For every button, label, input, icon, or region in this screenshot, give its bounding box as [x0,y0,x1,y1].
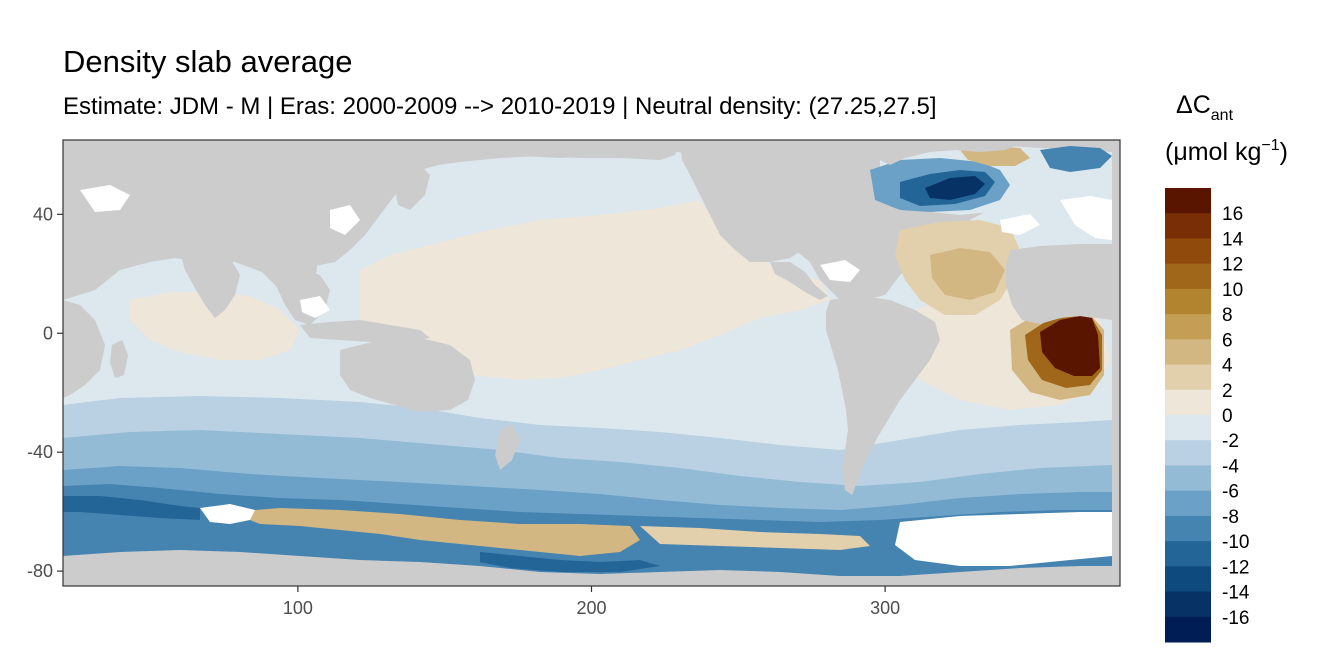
irminger-blue [1040,146,1112,172]
colorbar-tick-label: -4 [1222,456,1239,477]
colorbar-bin [1165,339,1211,366]
land-masses [63,140,1112,586]
southern-band-5 [63,496,200,520]
colorbar-tick-label: 8 [1222,305,1233,326]
colorbar-tick-label: -6 [1222,482,1239,503]
colorbar-tick-label: 10 [1222,280,1243,301]
weddell-missing [895,512,1112,566]
colorbar-bin [1165,188,1211,214]
pacific-warm-field [360,200,830,380]
colorbar-tick-label: 6 [1222,330,1233,351]
map-panel [63,140,1120,586]
x-tick-label: 300 [870,598,900,618]
missing-data [80,185,1112,566]
colorbar-tick-label: 16 [1222,204,1243,225]
arctic-missing-3 [1060,196,1112,240]
colorbar-tick-label: 0 [1222,406,1233,427]
colorbar-legend: ΔCant (μmol kg−1) 16 14 12 10 8 6 4 2 0 -2 -4 -6 -8 -… [1165,91,1288,643]
colorbar-bin [1165,440,1211,466]
ross-sea-blue [480,552,660,572]
colorbar-bin [1165,415,1211,441]
colorbar-bin [1165,364,1211,391]
x-tick-label: 100 [283,598,313,618]
colorbar-tick-label: -14 [1222,583,1250,604]
colorbar-tick-label: -12 [1222,557,1249,578]
colorbar-bins [1165,188,1211,643]
antarctic-shelf-warm-2 [640,526,870,550]
colorbar-bin [1165,314,1211,340]
colorbar-bin [1165,288,1211,315]
y-tick-label: 40 [33,204,53,224]
labrador-blue-3 [925,176,985,200]
colorbar-bin [1165,616,1211,643]
central-america-land [770,262,828,300]
colorbar-bin [1165,389,1211,416]
south-america-land [826,296,940,495]
y-tick-label: -40 [27,442,53,462]
madagascar-land [110,340,128,378]
australia-land [340,338,475,412]
colorbar-tick-label: -16 [1222,608,1249,629]
greenland-land [880,140,1020,165]
colorbar-tick-label: 2 [1222,381,1233,402]
colorbar-bin [1165,490,1211,517]
colorbar-tick-label: 14 [1222,229,1244,250]
chart-title: Density slab average [63,44,353,79]
colorbar-tick-label: -10 [1222,532,1249,553]
colorbar-bin [1165,515,1211,542]
colorbar-bin [1165,591,1211,618]
y-tick-label: 0 [43,323,53,343]
arctic-missing-2 [330,205,360,235]
indonesia-missing [300,296,330,318]
new-zealand-land [495,425,520,470]
colorbar-tick-label: -8 [1222,507,1239,528]
colorbar-bin [1165,541,1211,567]
indonesia-land [300,320,430,342]
colorbar-tick-label: -2 [1222,431,1239,452]
colorbar-bin [1165,238,1211,265]
west-africa-hotspot-core [1040,316,1100,376]
india-land [180,252,240,318]
north-america-land [680,140,880,262]
colorbar-bin [1165,566,1211,593]
med-missing [1000,214,1040,235]
chart-subtitle: Estimate: JDM - M | Eras: 2000-2009 --> … [63,93,937,120]
atlantic-subtropical-core [930,248,1005,300]
indian-warm-field [130,292,300,360]
africa-south-land [63,300,105,398]
colorbar-tick-label: 4 [1222,356,1233,377]
y-tick-label: -80 [27,561,53,581]
antarctic-shelf-warm [230,508,640,556]
legend-units: (μmol kg−1) [1165,137,1288,166]
antarctica-land [63,550,1112,586]
colorbar-labels: 16 14 12 10 8 6 4 2 0 -2 -4 -6 -8 -10 -12 -14 -16 [1222,204,1250,629]
x-tick-label: 200 [576,598,606,618]
axes [57,213,886,592]
colorbar-bin [1165,213,1211,239]
japan-land [395,165,430,210]
arctic-missing-1 [80,185,130,212]
legend-title: ΔCant [1176,91,1234,124]
caribbean-missing [820,260,860,282]
eurasia-land [63,140,680,268]
colorbar-bin [1165,263,1211,290]
colorbar-tick-label: 12 [1222,255,1243,276]
colorbar-bin [1165,465,1211,492]
indian-south-missing [200,504,255,524]
africa-land [1006,244,1112,324]
